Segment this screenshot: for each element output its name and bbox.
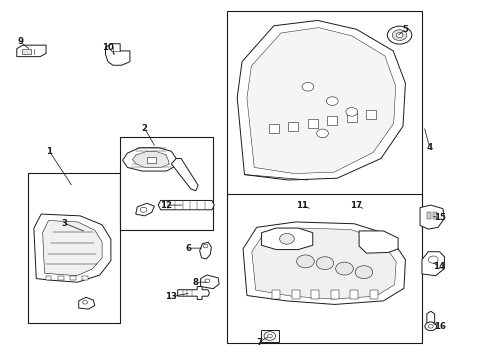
Text: 2: 2 — [141, 123, 147, 132]
Circle shape — [326, 97, 337, 105]
Polygon shape — [311, 290, 319, 299]
Polygon shape — [17, 45, 46, 57]
Polygon shape — [132, 152, 168, 167]
Circle shape — [395, 33, 402, 38]
Polygon shape — [291, 290, 299, 299]
Circle shape — [424, 322, 436, 330]
Polygon shape — [358, 231, 397, 253]
Polygon shape — [346, 113, 356, 122]
FancyBboxPatch shape — [21, 49, 31, 54]
Polygon shape — [200, 275, 219, 289]
Circle shape — [264, 332, 275, 340]
Circle shape — [204, 279, 209, 283]
Polygon shape — [268, 125, 278, 134]
Text: 3: 3 — [61, 219, 67, 228]
Polygon shape — [82, 276, 88, 280]
Polygon shape — [426, 311, 434, 323]
Polygon shape — [70, 276, 76, 280]
Polygon shape — [122, 148, 176, 171]
Polygon shape — [421, 252, 444, 276]
Circle shape — [82, 301, 87, 304]
Text: 10: 10 — [102, 43, 114, 52]
Polygon shape — [136, 203, 154, 216]
Polygon shape — [288, 122, 298, 131]
Circle shape — [386, 26, 411, 44]
Polygon shape — [45, 276, 51, 280]
Circle shape — [335, 262, 352, 275]
Polygon shape — [261, 228, 312, 249]
Circle shape — [296, 255, 314, 268]
Polygon shape — [79, 297, 95, 309]
FancyBboxPatch shape — [120, 137, 212, 230]
Polygon shape — [251, 228, 395, 299]
Polygon shape — [177, 287, 209, 300]
Circle shape — [345, 108, 357, 116]
FancyBboxPatch shape — [147, 157, 156, 163]
Polygon shape — [369, 290, 377, 299]
Polygon shape — [34, 214, 111, 282]
Text: 16: 16 — [433, 322, 445, 331]
Polygon shape — [366, 110, 375, 119]
Polygon shape — [246, 28, 395, 174]
Polygon shape — [237, 21, 405, 180]
Polygon shape — [42, 221, 102, 276]
Text: 9: 9 — [17, 37, 23, 46]
Circle shape — [316, 129, 328, 138]
Text: 12: 12 — [160, 201, 172, 210]
Polygon shape — [58, 276, 63, 280]
Text: 1: 1 — [46, 147, 52, 156]
FancyBboxPatch shape — [227, 194, 422, 343]
Text: 8: 8 — [192, 278, 198, 287]
Circle shape — [203, 244, 207, 248]
FancyBboxPatch shape — [432, 212, 436, 220]
Circle shape — [140, 207, 147, 212]
Text: 15: 15 — [433, 213, 445, 222]
Polygon shape — [171, 158, 198, 191]
Circle shape — [279, 233, 294, 244]
Text: 5: 5 — [402, 25, 407, 34]
Text: 4: 4 — [426, 143, 432, 152]
FancyBboxPatch shape — [227, 12, 422, 198]
Polygon shape — [199, 242, 211, 259]
Text: 11: 11 — [295, 201, 307, 210]
Circle shape — [354, 266, 372, 279]
FancyBboxPatch shape — [261, 329, 278, 342]
Polygon shape — [419, 205, 444, 229]
Circle shape — [267, 334, 272, 338]
FancyBboxPatch shape — [27, 173, 120, 323]
Polygon shape — [243, 222, 405, 305]
Polygon shape — [272, 290, 280, 299]
Polygon shape — [330, 290, 338, 299]
Circle shape — [427, 256, 437, 263]
Text: 17: 17 — [349, 201, 361, 210]
Text: 6: 6 — [185, 244, 191, 253]
Circle shape — [316, 257, 333, 270]
Text: 13: 13 — [165, 292, 177, 301]
Polygon shape — [105, 44, 130, 65]
Polygon shape — [307, 119, 317, 128]
Text: 14: 14 — [432, 262, 445, 271]
Circle shape — [302, 82, 313, 91]
Circle shape — [391, 30, 406, 41]
Polygon shape — [158, 201, 214, 210]
Text: 7: 7 — [256, 338, 262, 347]
Circle shape — [427, 324, 432, 328]
Polygon shape — [327, 116, 336, 125]
Polygon shape — [349, 290, 357, 299]
FancyBboxPatch shape — [426, 212, 430, 220]
